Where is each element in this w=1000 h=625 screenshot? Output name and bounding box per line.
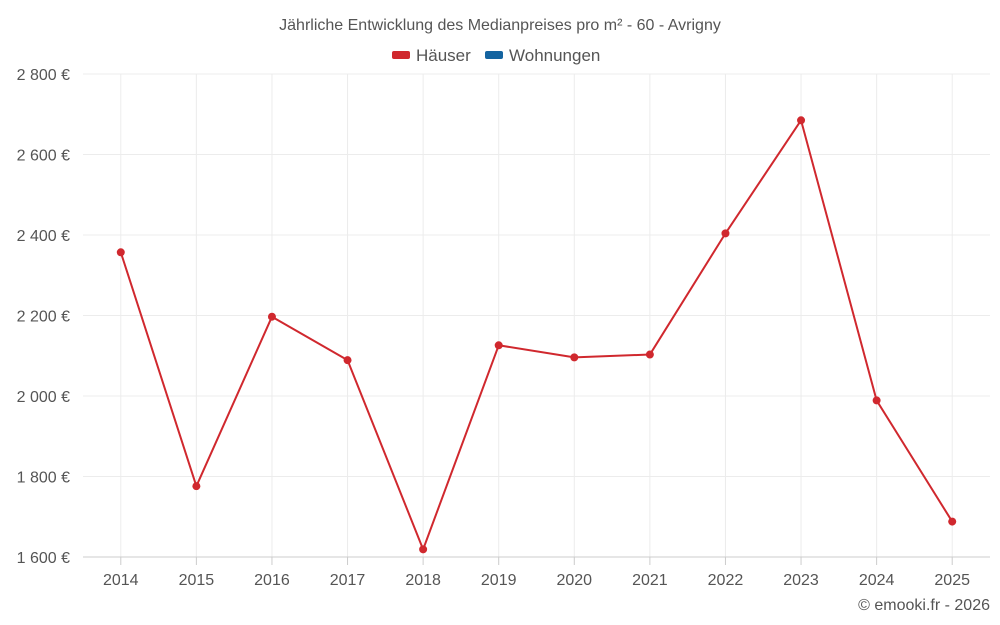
x-tick-label: 2018 xyxy=(405,572,441,589)
x-tick-label: 2014 xyxy=(103,572,139,589)
x-tick-label: 2019 xyxy=(481,572,517,589)
x-tick-label: 2016 xyxy=(254,572,290,589)
legend-swatch-haeuser xyxy=(392,51,410,59)
series-line-0 xyxy=(119,119,954,551)
series-layer xyxy=(116,116,957,554)
x-tick-label: 2025 xyxy=(934,572,970,589)
legend-label-wohnungen: Wohnungen xyxy=(509,46,600,65)
data-point[interactable] xyxy=(192,482,201,491)
data-point[interactable] xyxy=(948,517,957,526)
chart-title: Jährliche Entwicklung des Medianpreises … xyxy=(279,17,721,34)
x-tick-label: 2015 xyxy=(179,572,215,589)
data-point[interactable] xyxy=(494,341,503,350)
data-point[interactable] xyxy=(645,350,654,359)
y-tick-label: 2 800 € xyxy=(17,67,70,84)
legend-label-haeuser: Häuser xyxy=(416,46,471,65)
legend: Häuser Wohnungen xyxy=(392,46,600,65)
x-tick-label: 2022 xyxy=(708,572,744,589)
data-point[interactable] xyxy=(797,116,806,125)
legend-item-haeuser[interactable]: Häuser xyxy=(392,46,471,65)
grid xyxy=(83,73,990,565)
x-tick-label: 2017 xyxy=(330,572,366,589)
data-point[interactable] xyxy=(116,248,125,257)
data-point[interactable] xyxy=(419,545,428,554)
legend-item-wohnungen[interactable]: Wohnungen xyxy=(485,46,600,65)
credit-text: © emooki.fr - 2026 xyxy=(858,597,990,614)
y-tick-label: 1 600 € xyxy=(17,550,70,567)
legend-swatch-wohnungen xyxy=(485,51,503,59)
y-axis-labels: 1 600 € 1 800 € 2 000 € 2 200 € 2 400 € 2 600… xyxy=(17,67,70,567)
x-tick-label: 2024 xyxy=(859,572,895,589)
x-tick-label: 2020 xyxy=(556,572,592,589)
y-tick-label: 1 800 € xyxy=(17,470,70,487)
y-tick-label: 2 200 € xyxy=(17,309,70,326)
data-point[interactable] xyxy=(721,229,730,238)
x-axis-labels: 2014 2015 2016 2017 2018 2019 2020 2021 2022 2023… xyxy=(103,572,970,589)
y-tick-label: 2 000 € xyxy=(17,389,70,406)
data-point[interactable] xyxy=(872,396,881,405)
data-point[interactable] xyxy=(267,312,276,321)
data-point[interactable] xyxy=(570,353,579,362)
y-tick-label: 2 600 € xyxy=(17,148,70,165)
y-tick-label: 2 400 € xyxy=(17,228,70,245)
x-tick-label: 2021 xyxy=(632,572,668,589)
data-point[interactable] xyxy=(343,356,352,365)
x-tick-label: 2023 xyxy=(783,572,819,589)
